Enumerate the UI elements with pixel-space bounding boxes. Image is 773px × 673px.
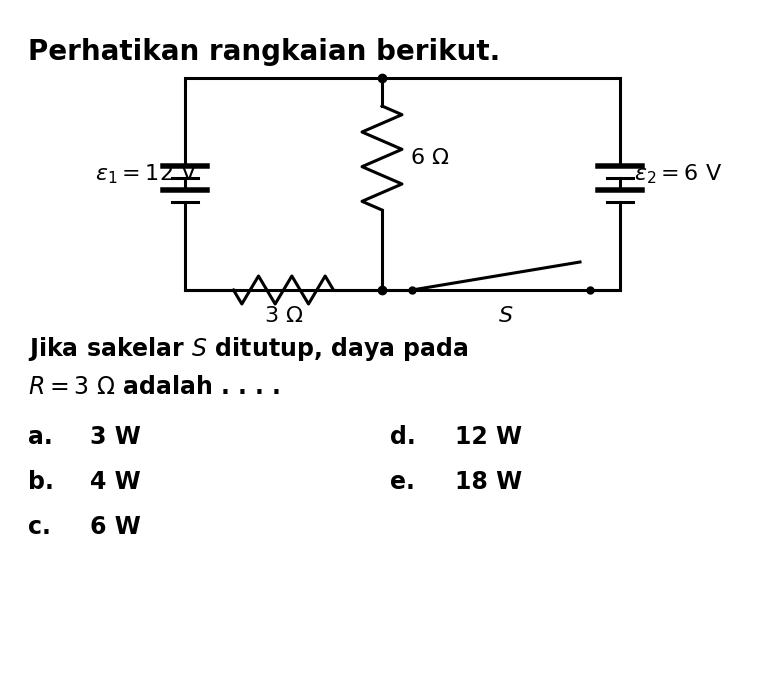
Text: Jika sakelar $S$ ditutup, daya pada: Jika sakelar $S$ ditutup, daya pada xyxy=(28,335,468,363)
Text: d.: d. xyxy=(390,425,416,449)
Text: $R = 3\ \Omega$ adalah . . . .: $R = 3\ \Omega$ adalah . . . . xyxy=(28,375,281,399)
Text: c.: c. xyxy=(28,515,51,539)
Text: $\varepsilon_1 = 12\ \mathrm{V}$: $\varepsilon_1 = 12\ \mathrm{V}$ xyxy=(95,162,197,186)
Text: Perhatikan rangkaian berikut.: Perhatikan rangkaian berikut. xyxy=(28,38,500,66)
Text: 12 W: 12 W xyxy=(455,425,522,449)
Text: $\varepsilon_2 = 6\ \mathrm{V}$: $\varepsilon_2 = 6\ \mathrm{V}$ xyxy=(634,162,722,186)
Text: 6 W: 6 W xyxy=(90,515,141,539)
Text: 18 W: 18 W xyxy=(455,470,522,494)
Text: b.: b. xyxy=(28,470,54,494)
Text: e.: e. xyxy=(390,470,415,494)
Text: 3 W: 3 W xyxy=(90,425,141,449)
Text: $3\ \Omega$: $3\ \Omega$ xyxy=(264,306,303,326)
Text: 4 W: 4 W xyxy=(90,470,141,494)
Text: $S$: $S$ xyxy=(499,306,514,326)
Text: $6\ \Omega$: $6\ \Omega$ xyxy=(410,148,450,168)
Text: a.: a. xyxy=(28,425,53,449)
